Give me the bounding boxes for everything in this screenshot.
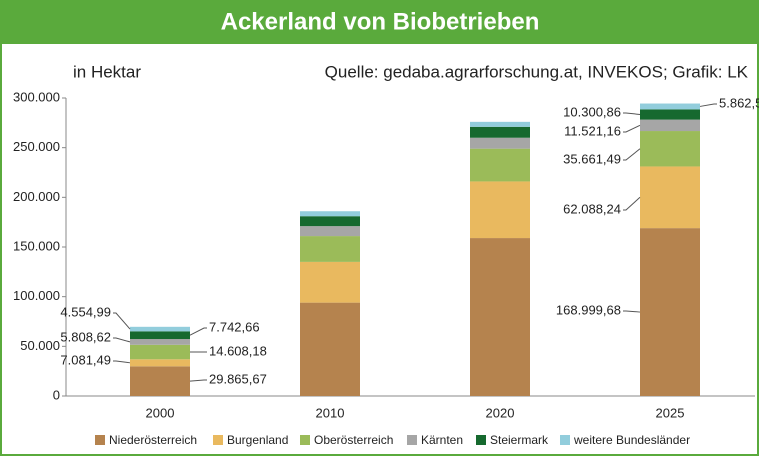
x-tick-label: 2020 xyxy=(486,405,515,420)
bar-segment xyxy=(470,181,530,238)
legend-swatch xyxy=(300,435,310,445)
bar-segment xyxy=(640,228,700,396)
legend-label: Steiermark xyxy=(490,433,549,447)
bar-segment xyxy=(300,211,360,216)
x-tick-label: 2025 xyxy=(656,405,685,420)
legend-swatch xyxy=(560,435,570,445)
bar-segment xyxy=(640,109,700,119)
value-label: 29.865,67 xyxy=(209,371,267,386)
bar-segment xyxy=(640,166,700,228)
legend-swatch xyxy=(476,435,486,445)
y-tick-label: 150.000 xyxy=(13,238,60,253)
value-label: 62.088,24 xyxy=(563,201,621,216)
bar-segment xyxy=(130,327,190,332)
bar-segment xyxy=(130,359,190,366)
value-label: 5.862,57 xyxy=(719,95,759,110)
legend-swatch xyxy=(95,435,105,445)
value-label: 168.999,68 xyxy=(556,302,621,317)
y-tick-label: 0 xyxy=(53,387,60,402)
bar-segment xyxy=(130,366,190,396)
bar-segment xyxy=(300,262,360,303)
value-label: 11.521,16 xyxy=(564,123,621,138)
bar-segment xyxy=(470,238,530,396)
legend-label: Niederösterreich xyxy=(109,433,197,447)
value-label: 14.608,18 xyxy=(209,343,267,358)
value-label: 7.742,66 xyxy=(209,319,260,334)
bar-segment xyxy=(470,149,530,182)
legend-swatch xyxy=(407,435,417,445)
x-tick-label: 2000 xyxy=(146,405,175,420)
bar-segment xyxy=(300,236,360,262)
bar-segment xyxy=(300,226,360,236)
y-tick-label: 100.000 xyxy=(13,288,60,303)
x-tick-label: 2010 xyxy=(316,405,345,420)
value-label: 35.661,49 xyxy=(563,151,621,166)
bar-segment xyxy=(300,216,360,226)
legend-label: weitere Bundesländer xyxy=(573,433,690,447)
bar-segment xyxy=(470,122,530,127)
legend-label: Oberösterreich xyxy=(314,433,393,447)
legend-label: Burgenland xyxy=(227,433,288,447)
value-label: 5.808,62 xyxy=(60,329,111,344)
value-label: 10.300,86 xyxy=(563,104,621,119)
bar-segment xyxy=(640,104,700,110)
y-tick-label: 300.000 xyxy=(13,89,60,104)
bar-segment xyxy=(640,120,700,131)
bar-segment xyxy=(130,345,190,360)
legend-swatch xyxy=(213,435,223,445)
legend-label: Kärnten xyxy=(421,433,463,447)
bar-segment xyxy=(130,339,190,345)
chart-title: Ackerland von Biobetrieben xyxy=(221,8,540,35)
bar-segment xyxy=(640,131,700,166)
value-label: 7.081,49 xyxy=(60,352,111,367)
bar-segment xyxy=(300,303,360,396)
source: Quelle: gedaba.agrarforschung.at, INVEKO… xyxy=(325,62,749,81)
bar-segment xyxy=(470,127,530,138)
y-tick-label: 250.000 xyxy=(13,139,60,154)
y-tick-label: 200.000 xyxy=(13,189,60,204)
y-tick-label: 50.000 xyxy=(20,338,60,353)
bar-segment xyxy=(470,138,530,149)
subtitle: in Hektar xyxy=(73,62,141,81)
bar-segment xyxy=(130,331,190,339)
value-label: 4.554,99 xyxy=(60,304,111,319)
